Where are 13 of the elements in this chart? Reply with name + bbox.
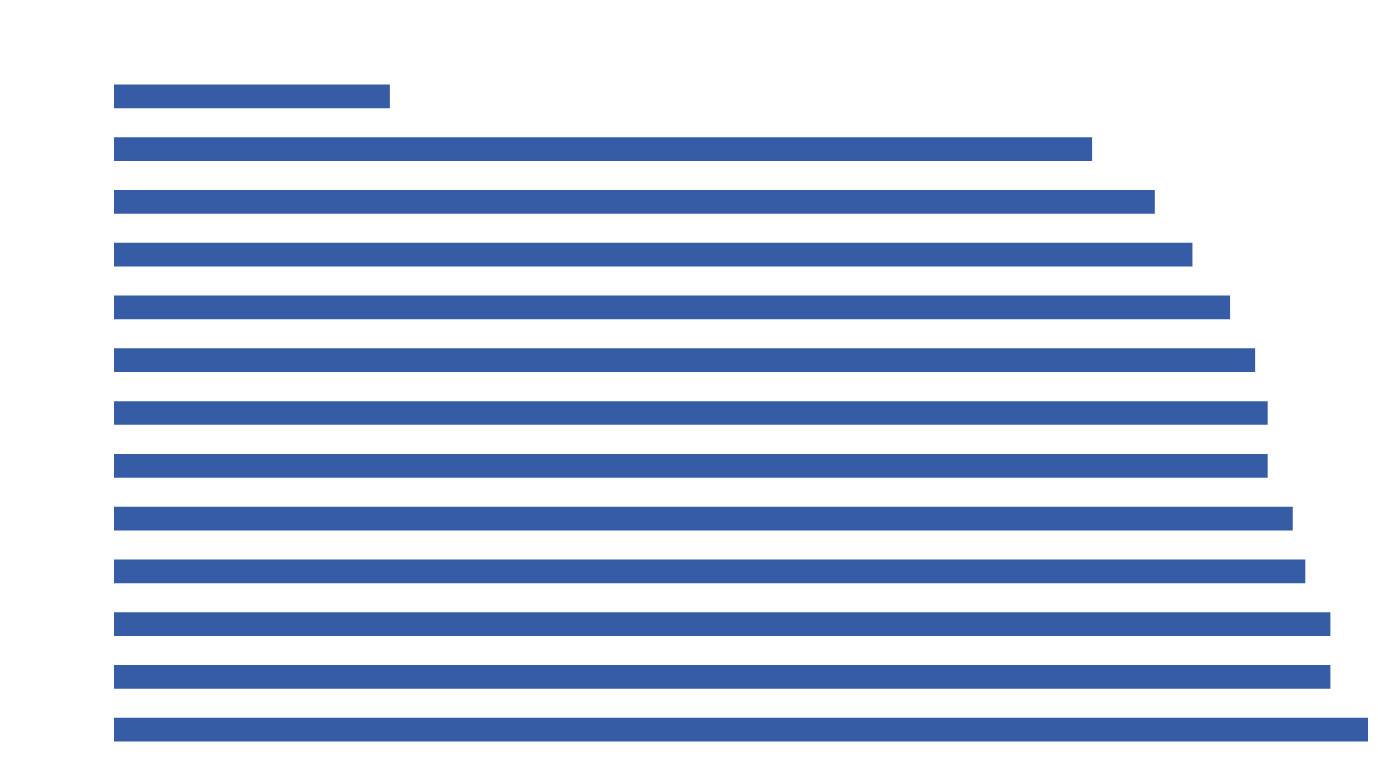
- bar: [114, 717, 1368, 742]
- bar: [114, 401, 1268, 425]
- bar: [114, 295, 1231, 320]
- bar: [114, 453, 1268, 478]
- bar: [114, 506, 1293, 531]
- bar: [114, 348, 1256, 373]
- bar: [114, 559, 1306, 584]
- bar: [114, 664, 1331, 689]
- bar: [114, 84, 390, 109]
- bar: [114, 612, 1331, 636]
- bar: [114, 137, 1093, 162]
- bar: [114, 242, 1193, 267]
- bar: [114, 190, 1155, 214]
